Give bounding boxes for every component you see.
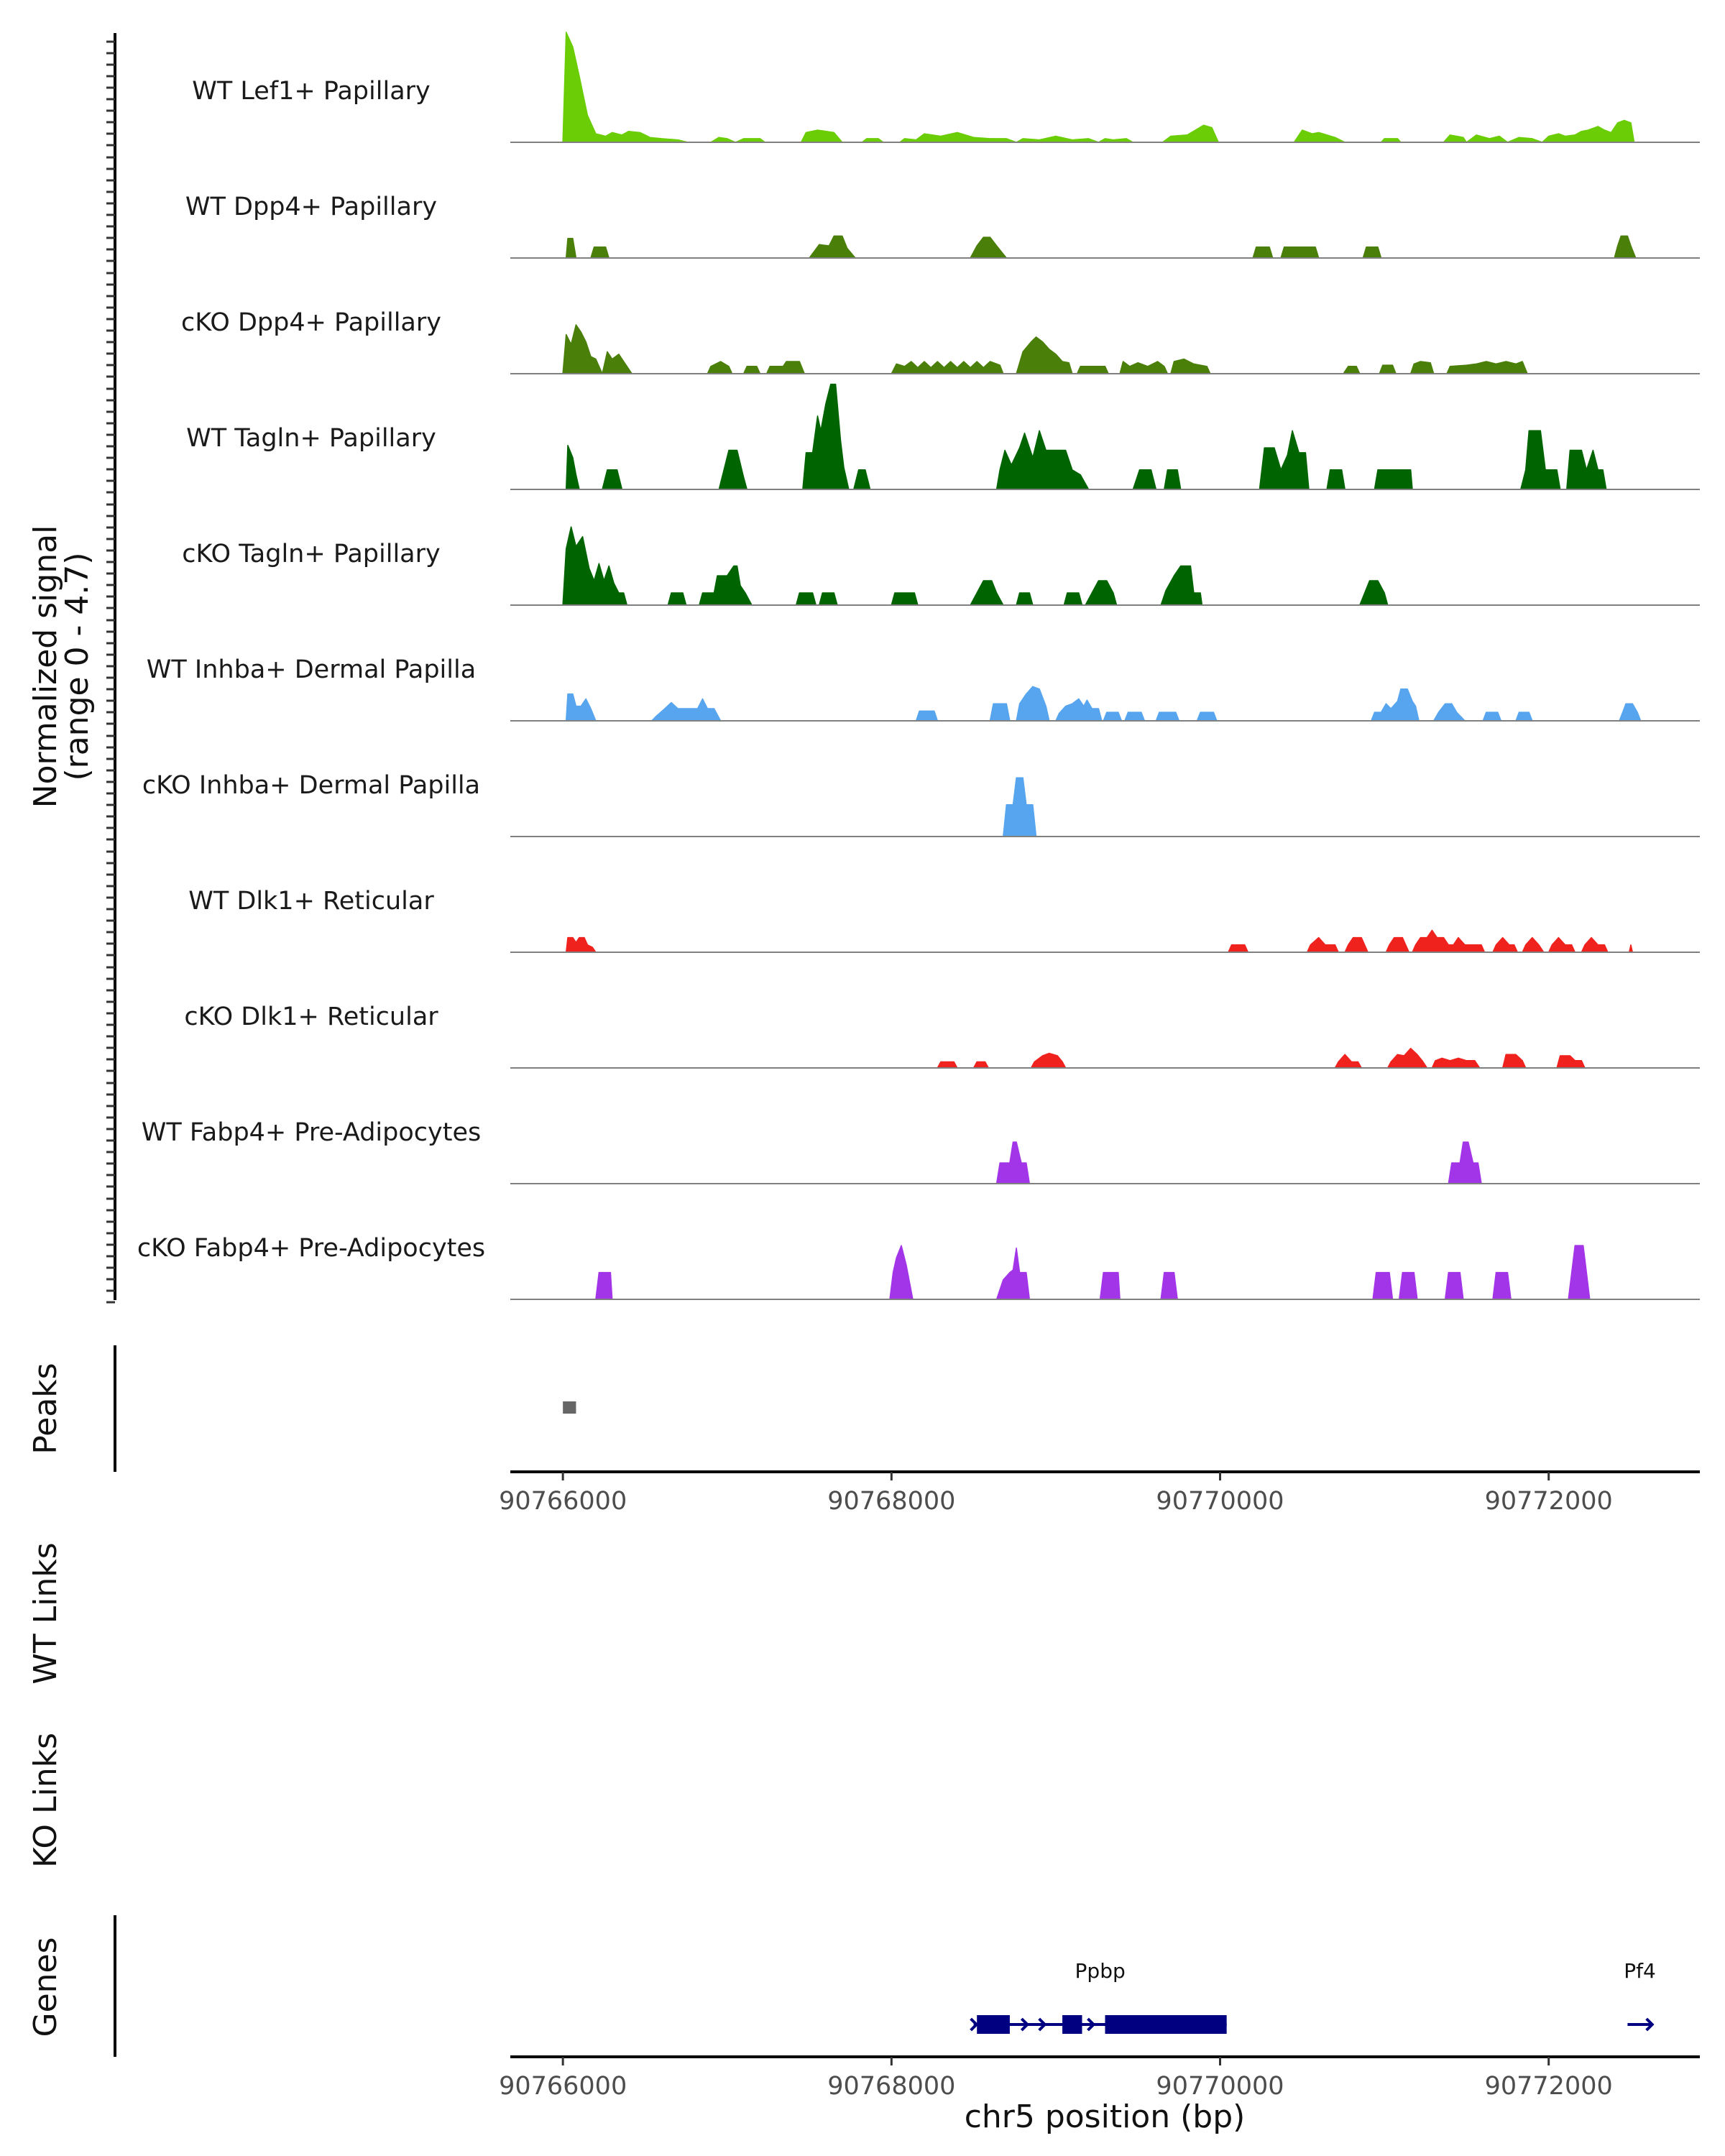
signal-track: WT Dpp4+ Papillary bbox=[185, 193, 1700, 259]
track-label: cKO Dlk1+ Reticular bbox=[184, 1003, 438, 1031]
strand-arrow bbox=[1020, 2017, 1030, 2032]
links-panel: WT Links KO Links bbox=[27, 1542, 64, 1868]
signal-y-label-line2: (range 0 - 4.7) bbox=[59, 552, 96, 780]
links-label: KO Links bbox=[27, 1733, 64, 1868]
track-label: WT Dlk1+ Reticular bbox=[188, 887, 434, 916]
peaks-x-tick-label: 90772000 bbox=[1485, 1487, 1613, 1516]
signal-y-label: Normalized signal(range 0 - 4.7) bbox=[27, 525, 96, 808]
signal-track: cKO Tagln+ Papillary bbox=[182, 526, 1700, 606]
signal-area bbox=[995, 1141, 1482, 1184]
strand-arrow bbox=[1087, 2017, 1096, 2032]
peak-mark bbox=[563, 1401, 576, 1414]
signal-track: cKO Dlk1+ Reticular bbox=[184, 1003, 1700, 1069]
signal-track: WT Tagln+ Papillary bbox=[186, 383, 1700, 490]
signal-track: WT Fabp4+ Pre-Adipocytes bbox=[142, 1118, 1700, 1184]
track-label: WT Lef1+ Papillary bbox=[192, 77, 431, 106]
gene-exon bbox=[977, 2015, 1010, 2034]
signal-area bbox=[1003, 777, 1037, 837]
peaks-x-tick-label: 90766000 bbox=[499, 1487, 627, 1516]
genes-panel: Genes Ppbp Pf4 90766000 90768000 90770000 9077… bbox=[27, 1915, 1700, 2135]
signal-track: cKO Dpp4+ Papillary bbox=[181, 308, 1700, 374]
signal-track: WT Lef1+ Papillary bbox=[192, 32, 1700, 143]
x-axis-title: chr5 position (bp) bbox=[965, 2099, 1246, 2135]
signal-y-label-line1: Normalized signal bbox=[27, 525, 64, 808]
peaks-x-tick-label: 90768000 bbox=[827, 1487, 955, 1516]
signal-panel: Normalized signal(range 0 - 4.7) WT Lef1+… bbox=[27, 32, 1700, 1304]
track-label: cKO Dpp4+ Papillary bbox=[181, 308, 441, 337]
gene-exon bbox=[1105, 2015, 1227, 2034]
track-label: WT Fabp4+ Pre-Adipocytes bbox=[142, 1118, 481, 1147]
signal-area bbox=[562, 32, 1635, 143]
genes-x-tick-label: 90770000 bbox=[1156, 2072, 1284, 2101]
strand-arrow bbox=[1645, 2017, 1655, 2032]
signal-area bbox=[565, 383, 1607, 490]
strand-arrow bbox=[970, 2017, 979, 2032]
signal-area bbox=[937, 1048, 1586, 1069]
track-label: WT Tagln+ Papillary bbox=[186, 424, 436, 453]
signal-area bbox=[562, 324, 1528, 374]
track-label: WT Inhba+ Dermal Papilla bbox=[147, 655, 476, 684]
peaks-panel: Peaks 90766000 90768000 90770000 90772000 bbox=[27, 1345, 1700, 1516]
signal-area bbox=[565, 686, 1642, 722]
signal-track: cKO Inhba+ Dermal Papilla bbox=[142, 771, 1700, 837]
gene-model: Ppbp bbox=[970, 1959, 1227, 2034]
peaks-x-tick-label: 90770000 bbox=[1156, 1487, 1284, 1516]
track-label: cKO Fabp4+ Pre-Adipocytes bbox=[137, 1234, 485, 1263]
genes-x-tick-label: 90772000 bbox=[1485, 2072, 1613, 2101]
track-label: cKO Inhba+ Dermal Papilla bbox=[142, 771, 480, 800]
signal-area bbox=[595, 1245, 1591, 1300]
signal-track: WT Dlk1+ Reticular bbox=[188, 887, 1700, 953]
gene-model: Pf4 bbox=[1624, 1959, 1656, 2032]
genes-x-tick-label: 90768000 bbox=[827, 2072, 955, 2101]
signal-area bbox=[565, 235, 1637, 259]
gene-name-label: Ppbp bbox=[1075, 1959, 1126, 1983]
links-label: WT Links bbox=[27, 1542, 64, 1684]
peaks-label: Peaks bbox=[27, 1363, 64, 1454]
track-label: WT Dpp4+ Papillary bbox=[185, 193, 437, 221]
gene-name-label: Pf4 bbox=[1624, 1959, 1656, 1983]
strand-arrow bbox=[1038, 2017, 1047, 2032]
genes-label: Genes bbox=[27, 1937, 64, 2037]
signal-track: WT Inhba+ Dermal Papilla bbox=[147, 655, 1700, 722]
genes-x-tick-label: 90766000 bbox=[499, 2072, 627, 2101]
gene-exon bbox=[1062, 2015, 1082, 2034]
signal-track: cKO Fabp4+ Pre-Adipocytes bbox=[137, 1234, 1700, 1300]
track-label: cKO Tagln+ Papillary bbox=[182, 540, 441, 568]
signal-area bbox=[565, 929, 1634, 953]
signal-area bbox=[562, 526, 1389, 606]
